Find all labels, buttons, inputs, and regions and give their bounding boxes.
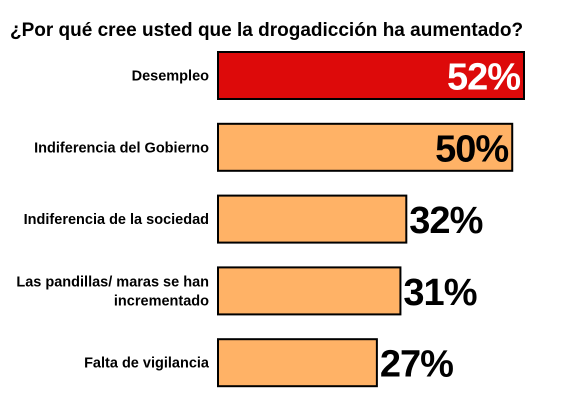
category-label-3: Indiferencia de la sociedad (24, 212, 209, 228)
category-label-1: Desempleo (132, 69, 210, 85)
bar-2 (217, 122, 514, 172)
chart-title: ¿Por qué cree usted que la drogadicción … (10, 20, 523, 41)
category-label-2: Indiferencia del Gobierno (34, 140, 209, 156)
bar-5 (217, 338, 378, 388)
bars-layer: Desempleo 52% Indiferencia del Gobierno 50%… (16, 51, 525, 388)
category-label-4: Las pandillas/ maras se han incrementado (16, 274, 209, 309)
value-label-4: 31% (403, 272, 476, 314)
value-label-2: 50% (435, 128, 508, 170)
value-label-1: 52% (447, 57, 520, 99)
bar-1 (217, 51, 525, 100)
category-label-5: Falta de vigilancia (84, 356, 210, 372)
value-label-5: 27% (380, 344, 453, 386)
bar-3 (217, 194, 408, 244)
value-label-3: 32% (409, 200, 482, 242)
bar-4 (217, 266, 402, 316)
